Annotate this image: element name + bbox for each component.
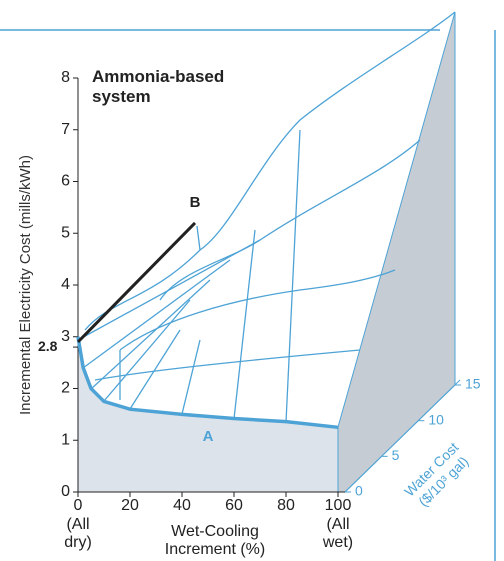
series-label: A	[203, 428, 214, 445]
x-end-label: wet)	[322, 534, 353, 551]
y-tick-label: 8	[61, 69, 70, 86]
x-tick-label: 20	[121, 497, 139, 514]
z-axis	[344, 379, 461, 493]
y-tick-label: 7	[61, 121, 70, 138]
x-tick-label: 80	[277, 497, 295, 514]
x-tick-label: 60	[225, 497, 243, 514]
y-tick-label: 5	[61, 224, 70, 241]
z-tick-label: 0	[355, 483, 363, 499]
x-tick-label: 0	[74, 497, 83, 514]
x-end-label: (All	[66, 516, 89, 533]
y-axis-label: Incremental Electricity Cost (mills/kWh)	[17, 155, 34, 415]
surface	[77, 11, 456, 423]
z-tick-label: 5	[392, 447, 400, 463]
z-axis-label: Water Cost($/10³ gal)	[401, 439, 474, 512]
x-end-label: dry)	[64, 534, 92, 551]
y-tick-label: 2	[61, 380, 70, 397]
x-axis-label: Wet-Cooling Increment (%)	[165, 523, 265, 558]
highlight-tick-label: 2.8	[38, 338, 58, 354]
y-tick-label: 4	[61, 276, 70, 293]
series-line	[76, 336, 339, 430]
series-label: B	[190, 194, 201, 211]
chart-title: Ammonia-based system	[92, 67, 224, 106]
y-tick-label: 6	[61, 173, 70, 190]
x-end-label: (All	[326, 516, 349, 533]
series-line	[76, 221, 197, 343]
z-tick-label: 10	[428, 411, 444, 427]
z-tick-label: 15	[465, 376, 481, 392]
y-tick-label: 0	[61, 483, 70, 500]
x-tick-label: 40	[173, 497, 191, 514]
x-tick-label: 100	[325, 497, 352, 514]
y-tick-label: 1	[61, 431, 70, 448]
floor	[78, 337, 338, 492]
y-tick-label: 3	[61, 328, 70, 345]
